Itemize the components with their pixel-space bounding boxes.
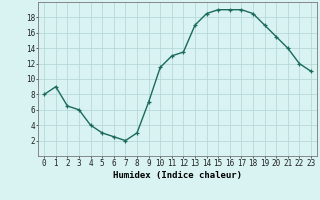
X-axis label: Humidex (Indice chaleur): Humidex (Indice chaleur)	[113, 171, 242, 180]
